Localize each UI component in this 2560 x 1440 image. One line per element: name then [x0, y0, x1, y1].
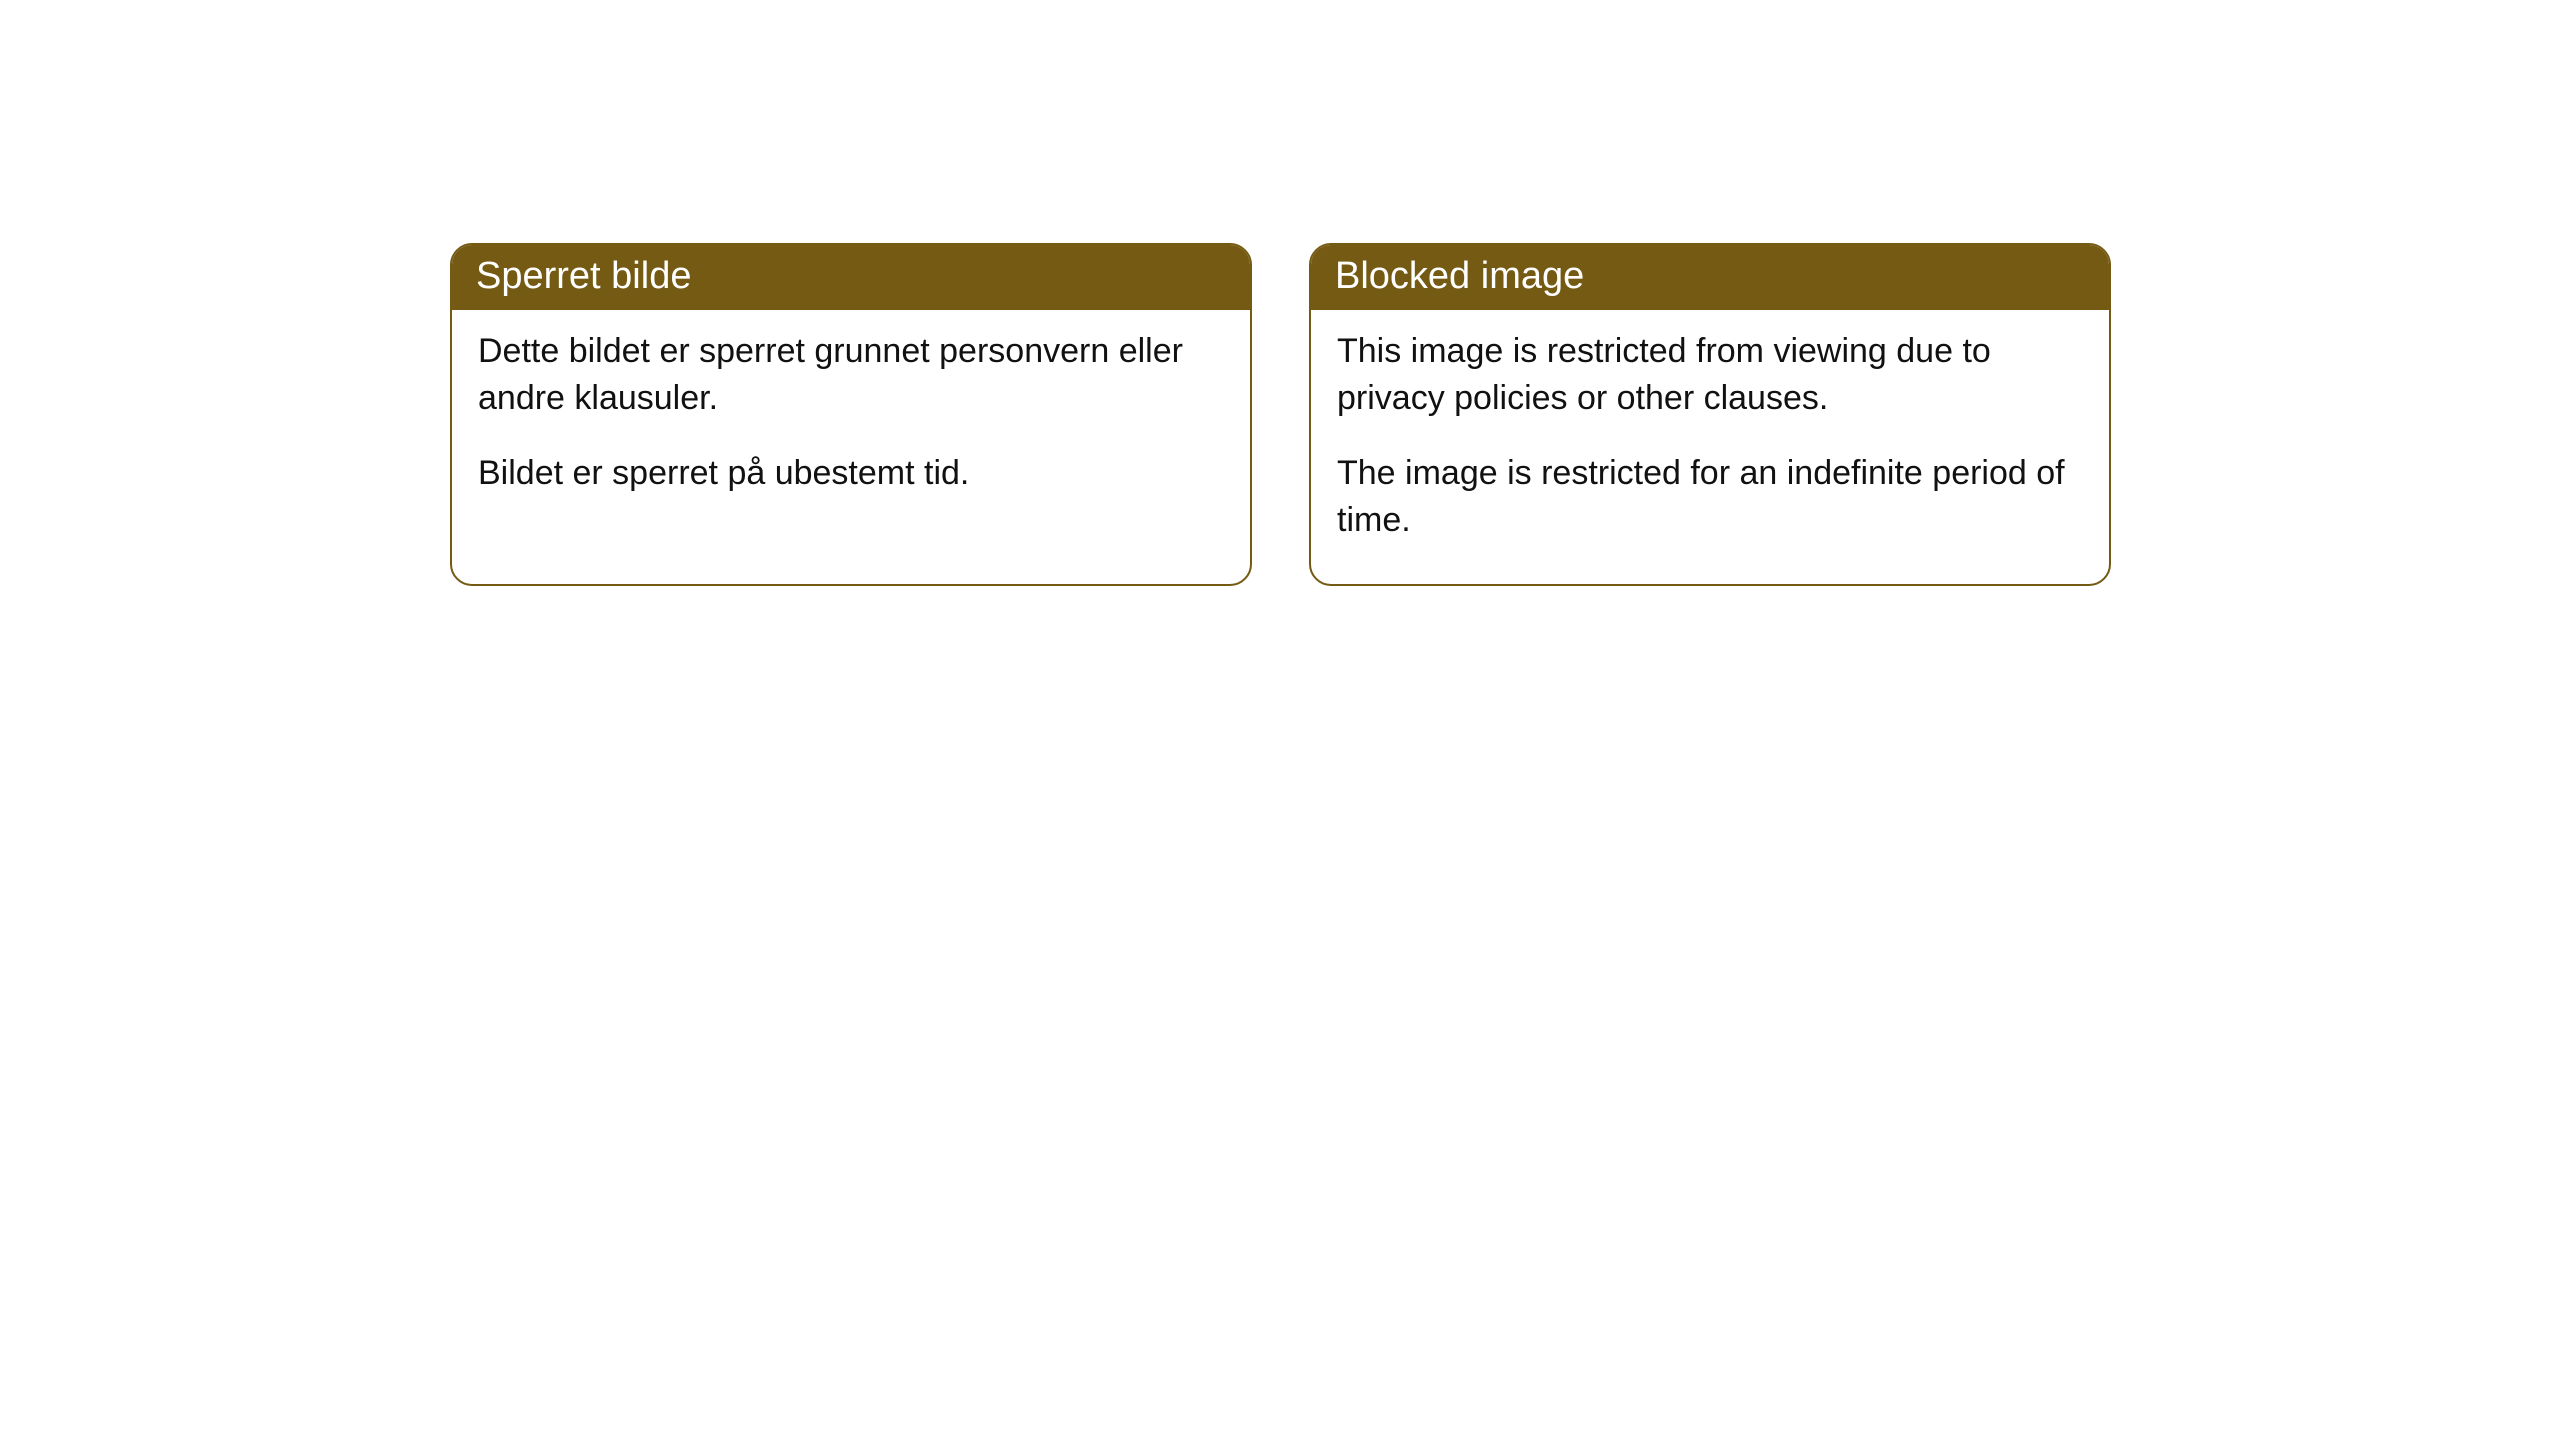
card-body: This image is restricted from viewing du…: [1311, 310, 2109, 584]
card-title: Blocked image: [1335, 255, 1584, 297]
card-paragraph: Bildet er sperret på ubestemt tid.: [478, 450, 1224, 497]
notice-card-norwegian: Sperret bilde Dette bildet er sperret gr…: [450, 243, 1252, 586]
card-header: Sperret bilde: [452, 245, 1250, 310]
card-title: Sperret bilde: [476, 255, 691, 297]
notice-cards-container: Sperret bilde Dette bildet er sperret gr…: [450, 243, 2111, 586]
card-paragraph: The image is restricted for an indefinit…: [1337, 450, 2083, 544]
notice-card-english: Blocked image This image is restricted f…: [1309, 243, 2111, 586]
card-body: Dette bildet er sperret grunnet personve…: [452, 310, 1250, 537]
card-header: Blocked image: [1311, 245, 2109, 310]
card-paragraph: This image is restricted from viewing du…: [1337, 328, 2083, 422]
card-paragraph: Dette bildet er sperret grunnet personve…: [478, 328, 1224, 422]
